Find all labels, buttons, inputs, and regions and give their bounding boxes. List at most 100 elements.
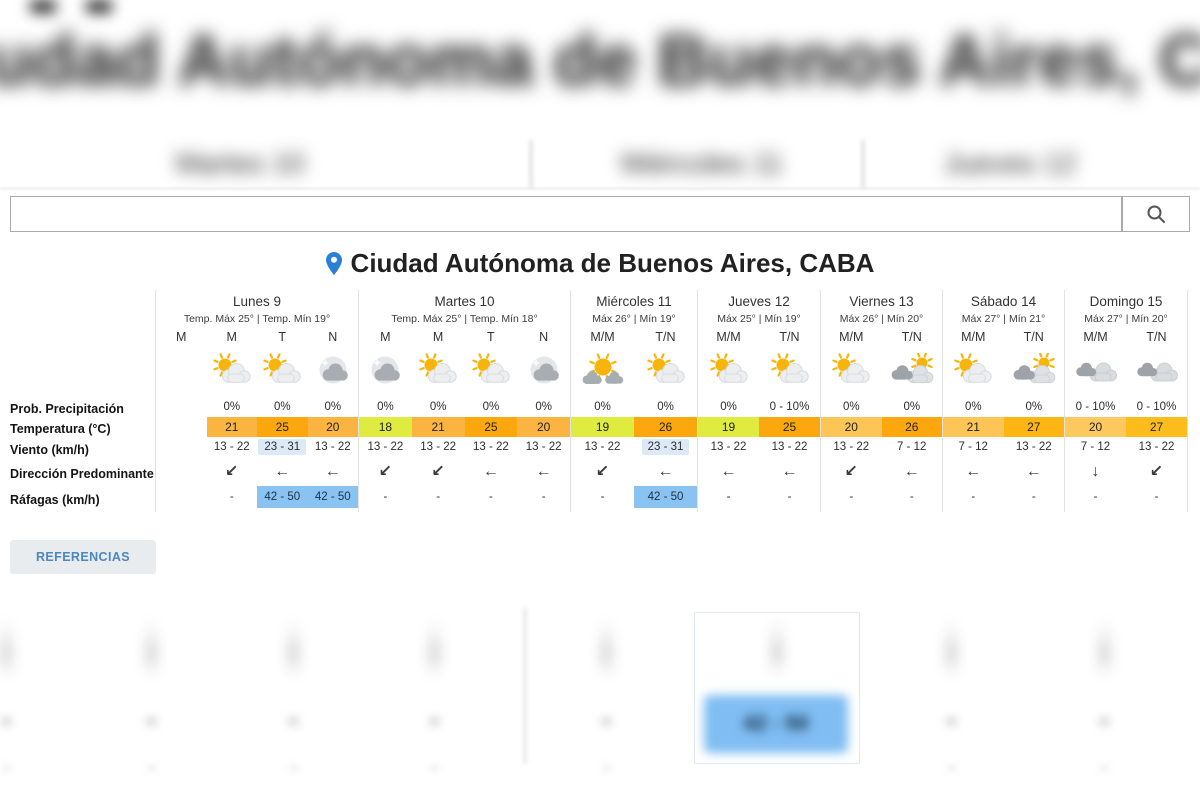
wind-direction-arrow: ← [965, 463, 982, 480]
wind-cell: 13 - 22 [525, 441, 562, 453]
gusts-row: -- [698, 486, 820, 510]
weather-icons-row [821, 346, 942, 398]
wind-direction-arrow: ↙ [844, 463, 858, 480]
wind-direction-arrow: ← [1025, 463, 1042, 480]
temp-cell: 26 [634, 417, 697, 437]
bg-arrow-glyph: ↓ [0, 616, 15, 675]
clouds-sun-icon [1004, 353, 1065, 391]
weather-icons-row [359, 346, 570, 398]
temp-cell: 20 [1065, 417, 1126, 437]
direction-row: ↙ ← ← [156, 458, 358, 486]
sun-cloud-icon [943, 353, 1004, 391]
search-input[interactable] [10, 196, 1122, 232]
bg-dash-glyph: - [948, 754, 956, 779]
period-label: T/N [901, 330, 922, 344]
period-labels-row: M/M T/N [1065, 329, 1187, 346]
gusts-row: -- [1065, 486, 1187, 510]
sun-cloud-icon [634, 353, 697, 391]
row-label-precipitation: Prob. Precipitación [10, 402, 124, 416]
wind-direction-arrow: ← [657, 463, 674, 480]
wind-cell: 23 - 31 [257, 437, 308, 458]
period-labels-row: M/M T/N [698, 329, 820, 346]
wind-cell: 13 - 22 [1015, 441, 1052, 453]
bg-dash-glyph: - [1100, 704, 1109, 734]
period-label: T/N [655, 330, 676, 344]
day-column: Miércoles 11 Máx 26° | Mín 19° M/M T/N 0% 0% 1… [570, 290, 697, 512]
temp-cell: 19 [698, 417, 759, 437]
search-button[interactable] [1122, 196, 1190, 232]
wind-direction-arrow: ← [535, 463, 552, 480]
location-title: Ciudad Autónoma de Buenos Aires, CABA [0, 248, 1200, 279]
temp-cell [156, 417, 207, 437]
forecast-table: Lunes 9 Temp. Máx 25° | Temp. Mín 19° M M T N… [155, 290, 1188, 512]
bg-arrow-glyph: ↓ [1096, 616, 1113, 674]
bg-arrow-glyph: ↓ [943, 616, 960, 674]
period-labels-row: M/M T/N [821, 329, 942, 346]
bg-column-separator [524, 608, 526, 764]
wind-direction-arrow: ↙ [378, 463, 393, 480]
wind-direction-arrow: ← [781, 463, 798, 480]
precip-cell: 0% [657, 401, 674, 413]
wind-direction-arrow: ↙ [1149, 463, 1164, 480]
period-label: M/M [1083, 330, 1108, 344]
day-column: Jueves 12 Máx 25° | Mín 19° M/M T/N 0% 0 - 10… [697, 290, 820, 512]
day-column: Domingo 15 Máx 27° | Mín 20° M/M T/N 0 - 10%… [1064, 290, 1188, 512]
temp-cell: 19 [571, 417, 634, 437]
bg-dash-glyph: - [148, 754, 156, 779]
wind-row: 13 - 22 23 - 31 [571, 437, 697, 458]
cloud-night-icon [308, 353, 359, 391]
temp-cell: 20 [517, 417, 570, 437]
wind-cell: 13 - 22 [472, 441, 509, 453]
day-column: Martes 10 Temp. Máx 25° | Temp. Mín 18° M M… [358, 290, 570, 512]
day-temp-summary: Máx 26° | Mín 20° [839, 313, 924, 325]
period-label: T/N [779, 330, 800, 344]
precipitation-row: 0% 0% [571, 398, 697, 417]
precip-cell: 0 - 10% [1075, 401, 1116, 413]
gusts-row: - 42 - 50 42 - 50 [156, 486, 358, 510]
gust-cell: - [541, 491, 546, 503]
wind-cell: 13 - 22 [367, 441, 404, 453]
day-temp-summary: Máx 26° | Mín 19° [592, 313, 676, 325]
period-label: T/N [1023, 330, 1044, 344]
cloudy-icon [1126, 353, 1187, 391]
wind-direction-arrow: ↙ [431, 463, 445, 480]
gusts-row: -- [943, 486, 1064, 510]
wind-cell: 13 - 22 [710, 441, 747, 453]
day-temp-summary: Máx 27° | Mín 21° [961, 313, 1046, 325]
wind-direction-arrow: ↙ [595, 463, 610, 480]
gust-cell: - [383, 491, 388, 503]
direction-row: ← ← [943, 458, 1064, 486]
day-temp-summary: Máx 25° | Mín 19° [717, 313, 801, 325]
temp-cell: 27 [1003, 417, 1064, 437]
weather-icons-row [571, 346, 697, 398]
bg-day-header: Miércoles 11 [620, 148, 784, 180]
gusts-row: ---- [359, 486, 570, 510]
gust-cell: - [1031, 491, 1036, 503]
weather-icons-row [156, 346, 358, 398]
period-label: T/N [1146, 330, 1167, 344]
direction-row: ← ← [698, 458, 820, 486]
day-column: Sábado 14 Máx 27° | Mín 21° M/M T/N 0% 0% 21 27… [942, 290, 1064, 512]
period-label: M/M [590, 330, 615, 344]
bg-dash-glyph: - [2, 704, 11, 734]
location-pin-icon [325, 252, 342, 275]
wind-cell: 13 - 22 [314, 441, 351, 453]
precipitation-row: 0% 0% [821, 398, 942, 417]
gust-cell: 42 - 50 [307, 486, 358, 510]
direction-row: ↓ ↙ [1065, 458, 1187, 486]
wind-cell: 13 - 22 [1138, 441, 1175, 453]
temp-cell: 25 [759, 417, 820, 437]
period-label: M/M [716, 330, 741, 344]
row-label-wind: Viento (km/h) [10, 443, 89, 457]
wind-cell: 7 - 12 [1080, 441, 1111, 453]
bg-arrow-glyph: ↓ [426, 616, 443, 674]
wind-direction-arrow: ← [324, 463, 341, 480]
weather-icons-row [1065, 346, 1187, 398]
wind-row: 13 - 22 7 - 12 [821, 437, 942, 458]
bg-day-header: Martes 10 [175, 148, 305, 180]
temperature-row: 21 25 20 [156, 417, 358, 437]
bg-dash-glyph: - [147, 704, 156, 734]
precip-cell: 0% [964, 401, 982, 413]
references-button[interactable]: REFERENCIAS [10, 540, 156, 574]
